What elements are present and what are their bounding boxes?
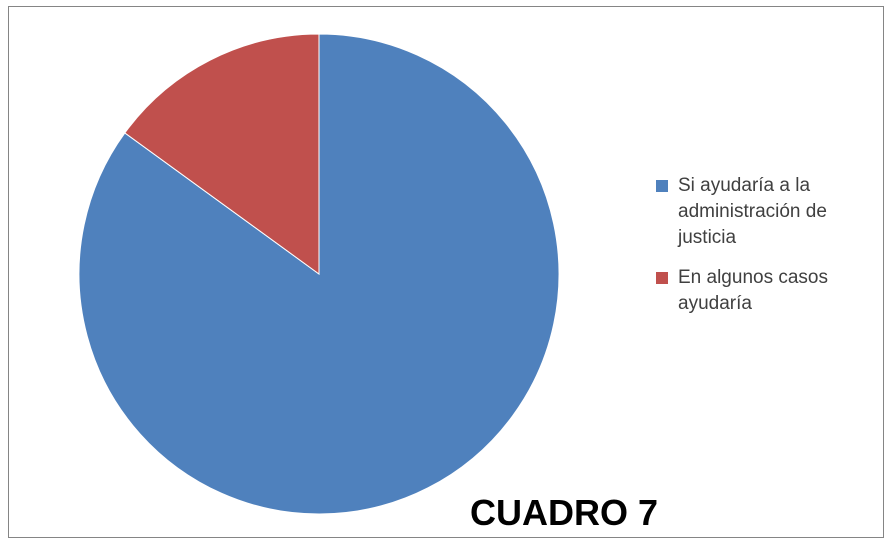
legend-item-si-ayudaria: Si ayudaría a la administración de justi… (656, 173, 876, 251)
legend-swatch-si-ayudaria (656, 180, 668, 192)
cuadro-label: CUADRO 7 (470, 492, 659, 533)
legend-label-si-ayudaria: Si ayudaría a la administración de justi… (678, 175, 827, 248)
legend-label-en-algunos-casos: En algunos casos ayudaría (678, 267, 828, 314)
pie-slices (78, 33, 560, 515)
legend-item-en-algunos-casos: En algunos casos ayudaría (656, 265, 876, 317)
legend-swatch-en-algunos-casos (656, 272, 668, 284)
legend: Si ayudaría a la administración de justi… (656, 173, 876, 331)
pie-slice-1 (124, 33, 320, 275)
